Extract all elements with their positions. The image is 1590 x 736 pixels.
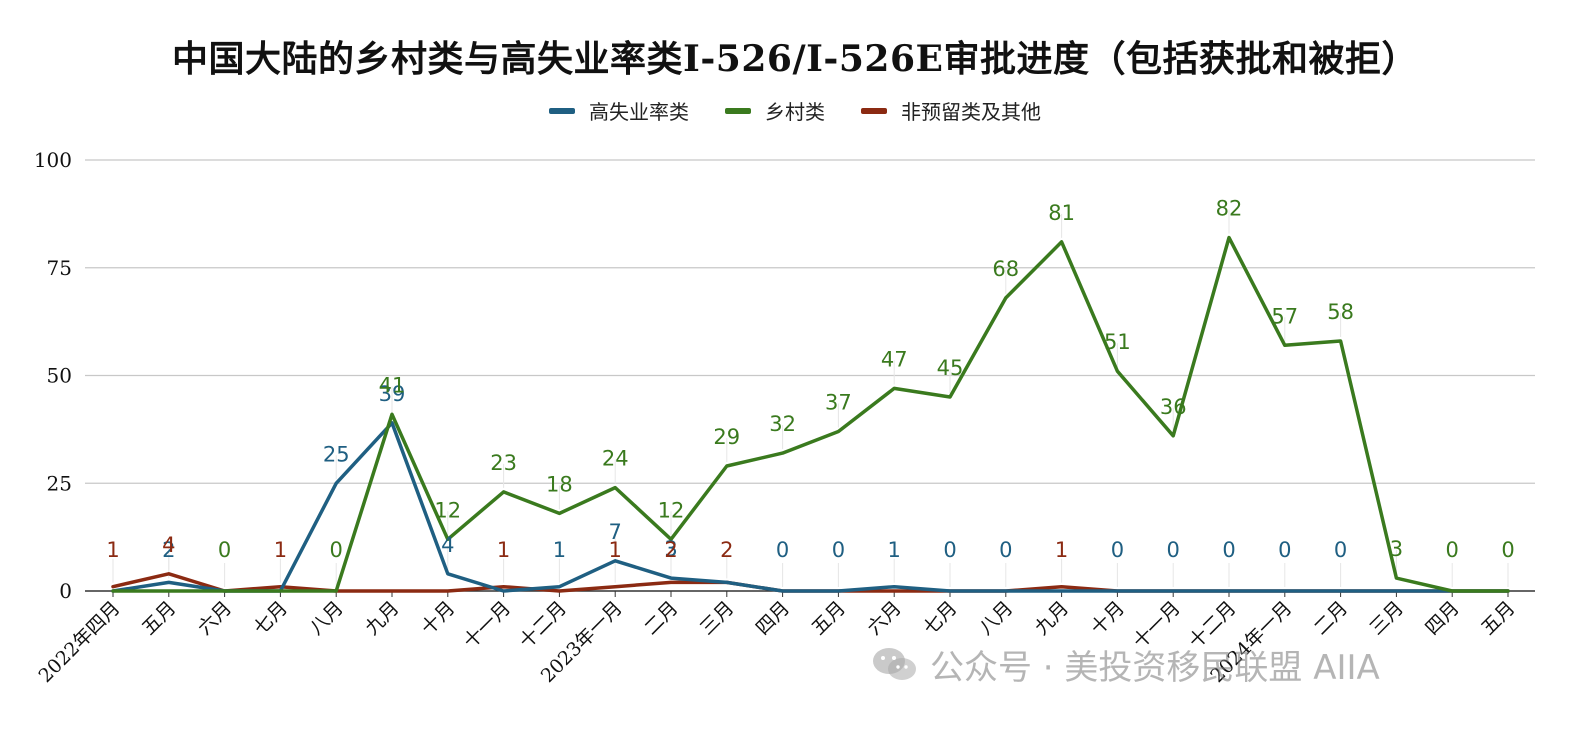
data-label-1-20: 82: [1216, 197, 1243, 221]
watermark: 公众号 · 美投资移民联盟 AIIA: [870, 640, 1380, 689]
legend-swatch-unreserved: [861, 107, 887, 114]
chart-legend: 高失业率类 乡村类 非预留类及其他: [0, 96, 1590, 125]
x-tick-label-10: 二月: [640, 597, 682, 639]
data-label-0-5: 39: [379, 382, 406, 406]
x-tick-label-15: 七月: [919, 597, 961, 639]
legend-item-high-unemployment: 高失业率类: [549, 96, 689, 125]
data-label-1-22: 58: [1327, 300, 1354, 324]
data-label-2-7: 1: [497, 538, 510, 562]
data-label-1-10: 12: [658, 498, 685, 522]
data-label-1-24: 0: [1446, 538, 1459, 562]
data-label-2-17: 1: [1055, 538, 1068, 562]
data-label-1-2: 0: [218, 538, 231, 562]
series-line-0: [111, 421, 1510, 593]
data-label-0-4: 25: [323, 442, 350, 466]
series-line-1: [111, 235, 1510, 593]
x-tick-label-4: 八月: [305, 597, 347, 639]
data-label-0-14: 1: [888, 538, 901, 562]
x-tick-label-25: 五月: [1477, 597, 1519, 639]
y-tick-label-0: 0: [59, 579, 72, 603]
x-tick-label-2: 六月: [194, 597, 236, 639]
x-tick-label-16: 八月: [975, 597, 1017, 639]
x-tick-label-17: 九月: [1031, 597, 1073, 639]
x-tick-label-24: 四月: [1421, 597, 1463, 639]
data-label-0-15: 0: [943, 538, 956, 562]
x-tick-label-1: 五月: [138, 597, 180, 639]
data-label-2-9: 1: [609, 538, 622, 562]
x-tick-label-13: 五月: [807, 597, 849, 639]
data-label-2-0: 1: [106, 538, 119, 562]
x-tick-label-18: 十月: [1086, 597, 1128, 639]
x-tick-label-3: 七月: [249, 597, 291, 639]
data-label-1-9: 24: [602, 447, 629, 471]
data-label-1-17: 81: [1048, 201, 1075, 225]
x-tick-label-0: 2022年四月: [34, 597, 124, 687]
x-tick-label-12: 四月: [752, 597, 794, 639]
x-tick-label-22: 二月: [1310, 597, 1352, 639]
data-label-2-10: 2: [664, 538, 677, 562]
y-tick-label-25: 25: [47, 471, 72, 495]
data-label-1-7: 23: [490, 451, 517, 475]
data-label-0-20: 0: [1222, 538, 1235, 562]
legend-label-unreserved: 非预留类及其他: [901, 100, 1041, 124]
data-label-1-4: 0: [330, 538, 343, 562]
data-label-1-8: 18: [546, 472, 573, 496]
data-label-0-22: 0: [1334, 538, 1347, 562]
data-label-1-19: 36: [1160, 395, 1187, 419]
data-label-0-6: 4: [441, 533, 454, 557]
y-tick-label-50: 50: [47, 364, 72, 388]
data-label-0-19: 0: [1167, 538, 1180, 562]
x-tick-label-6: 十月: [417, 597, 459, 639]
data-label-1-25: 0: [1501, 538, 1514, 562]
data-label-0-9: 7: [609, 520, 622, 544]
data-label-1-15: 45: [937, 356, 964, 380]
data-label-1-16: 68: [992, 257, 1019, 281]
wechat-icon: [873, 647, 916, 680]
legend-item-unreserved: 非预留类及其他: [861, 96, 1041, 125]
y-tick-label-100: 100: [34, 148, 72, 172]
data-label-1-23: 3: [1390, 537, 1403, 561]
data-label-1-12: 32: [769, 412, 796, 436]
legend-swatch-rural: [725, 107, 751, 114]
y-tick-label-75: 75: [47, 256, 72, 280]
x-tick-label-23: 三月: [1365, 597, 1407, 639]
data-label-2-3: 1: [274, 538, 287, 562]
data-label-1-21: 57: [1271, 304, 1298, 328]
data-label-1-6: 12: [434, 498, 461, 522]
data-label-0-16: 0: [999, 538, 1012, 562]
data-label-1-5: 41: [379, 373, 406, 397]
data-label-1-14: 47: [881, 347, 908, 371]
legend-item-rural: 乡村类: [725, 96, 825, 125]
x-tick-label-14: 六月: [863, 597, 905, 639]
data-label-1-18: 51: [1104, 330, 1131, 354]
data-label-0-12: 0: [776, 538, 789, 562]
data-label-0-1: 2: [162, 538, 175, 562]
legend-label-rural: 乡村类: [765, 100, 825, 124]
data-label-0-8: 1: [553, 538, 566, 562]
data-label-0-21: 0: [1278, 538, 1291, 562]
watermark-text: 公众号 · 美投资移民联盟 AIIA: [930, 648, 1380, 688]
data-label-0-13: 0: [832, 538, 845, 562]
chart-title: 中国大陆的乡村类与高失业率类I-526/I-526E审批进度（包括获批和被拒）: [172, 38, 1418, 80]
x-tick-label-7: 十一月: [459, 597, 515, 653]
data-label-0-18: 0: [1111, 538, 1124, 562]
legend-label-high-unemployment: 高失业率类: [589, 100, 689, 124]
data-label-2-1: 4: [162, 533, 175, 557]
x-tick-label-5: 九月: [361, 597, 403, 639]
data-label-1-11: 29: [713, 425, 740, 449]
data-label-2-11: 2: [720, 538, 733, 562]
data-label-0-10: 3: [664, 537, 677, 561]
x-tick-label-11: 三月: [696, 597, 738, 639]
data-label-1-13: 37: [825, 391, 852, 415]
legend-swatch-high-unemployment: [549, 107, 575, 114]
series-line-2: [111, 572, 1510, 593]
